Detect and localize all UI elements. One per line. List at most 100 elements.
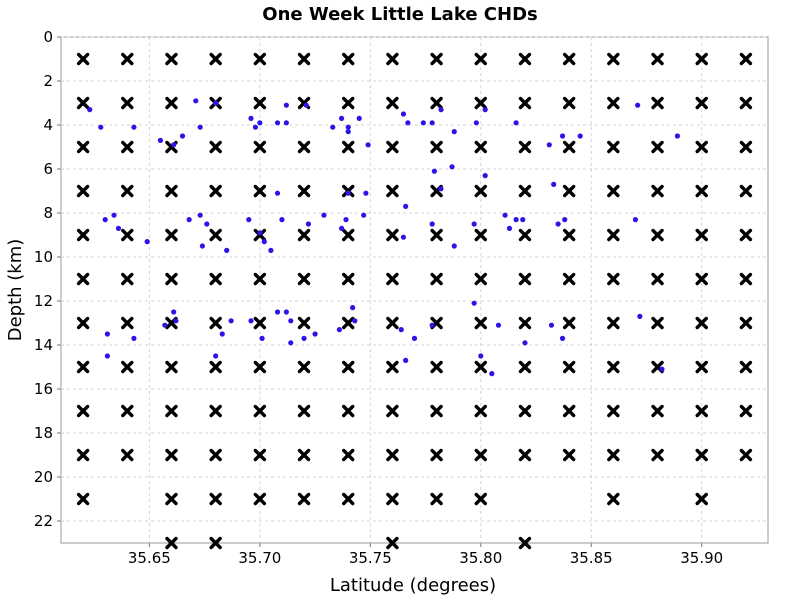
event-marker xyxy=(551,181,557,187)
event-marker xyxy=(506,225,513,231)
event-marker xyxy=(659,366,665,372)
grid-node-marker xyxy=(342,448,355,462)
event-marker xyxy=(98,124,104,130)
grid-node-marker xyxy=(562,184,576,198)
event-marker xyxy=(502,212,508,218)
grid-node-marker xyxy=(386,316,399,330)
grid-node-marker xyxy=(297,52,311,66)
grid-node-marker xyxy=(297,140,311,154)
event-marker xyxy=(429,221,435,227)
grid-node-marker xyxy=(518,316,532,330)
grid-node-marker xyxy=(386,536,399,550)
grid-node-marker xyxy=(386,404,399,418)
grid-node-marker xyxy=(651,448,664,462)
event-marker xyxy=(102,217,108,223)
event-marker xyxy=(632,217,639,223)
grid-node-marker xyxy=(695,404,708,418)
grid-node-marker xyxy=(209,140,222,154)
event-marker xyxy=(213,100,219,106)
grid-node-marker xyxy=(165,360,178,374)
event-marker xyxy=(471,300,477,306)
grid-node-marker xyxy=(342,228,355,242)
y-axis-label: Depth (km) xyxy=(5,239,26,342)
event-marker xyxy=(288,318,294,324)
grid-node-marker xyxy=(607,96,620,110)
y-tick-label: 22 xyxy=(34,512,53,530)
grid-node-marker xyxy=(518,228,532,242)
grid-node-marker xyxy=(518,536,532,550)
grid-node-marker xyxy=(607,228,620,242)
grid-node-marker xyxy=(165,228,178,242)
grid-node-marker xyxy=(297,228,311,242)
event-marker xyxy=(252,124,259,130)
event-marker xyxy=(131,335,137,341)
event-marker xyxy=(403,203,409,209)
grid-node-marker xyxy=(386,228,399,242)
grid-node-marker xyxy=(739,140,753,154)
x-tick-label: 35.85 xyxy=(570,549,613,567)
grid-node-marker xyxy=(297,184,311,198)
event-marker xyxy=(449,164,455,170)
event-marker xyxy=(350,305,356,311)
event-marker xyxy=(478,353,484,359)
grid-node-marker xyxy=(253,140,267,154)
grid-node-marker xyxy=(474,96,487,110)
grid-node-marker xyxy=(430,492,443,506)
grid-node-marker xyxy=(695,184,708,198)
event-marker xyxy=(338,115,345,121)
grid-node-marker xyxy=(342,404,355,418)
grid-node-marker xyxy=(121,316,134,330)
axis-ticks: 35.65 35.70 35.75 35.80 35.85 35.90 0 2 4 6 8 10 12 1… xyxy=(34,28,723,567)
event-marker xyxy=(365,142,371,148)
grid-node-marker xyxy=(386,184,399,198)
event-marker xyxy=(637,313,643,319)
event-marker xyxy=(471,221,477,227)
event-marker xyxy=(283,102,289,108)
grid-node-marker xyxy=(518,360,532,374)
grid-node-marker xyxy=(386,140,399,154)
event-marker xyxy=(213,353,219,359)
grid-node-marker xyxy=(342,52,355,66)
grid-node-marker xyxy=(253,448,267,462)
grid-node-marker xyxy=(76,360,90,374)
grid-node-marker xyxy=(76,316,90,330)
event-marker xyxy=(131,124,137,130)
grid-node-marker xyxy=(651,228,664,242)
grid-node-marker xyxy=(121,52,134,66)
event-marker xyxy=(674,133,681,139)
grid-node-marker xyxy=(739,360,753,374)
grid-node-marker xyxy=(607,316,620,330)
grid-node-marker xyxy=(562,360,576,374)
event-marker xyxy=(513,120,519,126)
y-tick-label: 4 xyxy=(43,116,53,134)
event-marker xyxy=(451,129,457,135)
grid-node-marker xyxy=(695,448,708,462)
grid-node-marker xyxy=(121,228,134,242)
grid-node-marker xyxy=(386,52,399,66)
event-marker xyxy=(405,120,411,126)
event-marker xyxy=(312,331,318,337)
grid-node-marker xyxy=(76,272,90,286)
grid-node-marker xyxy=(651,272,664,286)
grid-node-marker xyxy=(253,184,267,198)
event-marker xyxy=(429,322,435,328)
grid-node-marker xyxy=(518,140,532,154)
event-marker xyxy=(248,115,254,121)
event-marker xyxy=(268,247,274,253)
grid-node-marker xyxy=(76,52,90,66)
grid-node-marker xyxy=(695,52,708,66)
event-marker xyxy=(438,186,444,192)
grid-node-marker xyxy=(474,140,487,154)
event-marker xyxy=(193,98,199,104)
grid-node-marker xyxy=(518,52,532,66)
event-marker xyxy=(338,225,345,231)
event-marker xyxy=(257,230,263,236)
y-tick-label: 16 xyxy=(34,380,53,398)
grid-node-marker xyxy=(430,272,443,286)
grid-node-marker xyxy=(695,140,708,154)
grid-node-marker xyxy=(562,96,576,110)
grid-node-marker xyxy=(342,316,355,330)
grid-node-marker xyxy=(607,448,620,462)
grid-node-marker xyxy=(121,404,134,418)
